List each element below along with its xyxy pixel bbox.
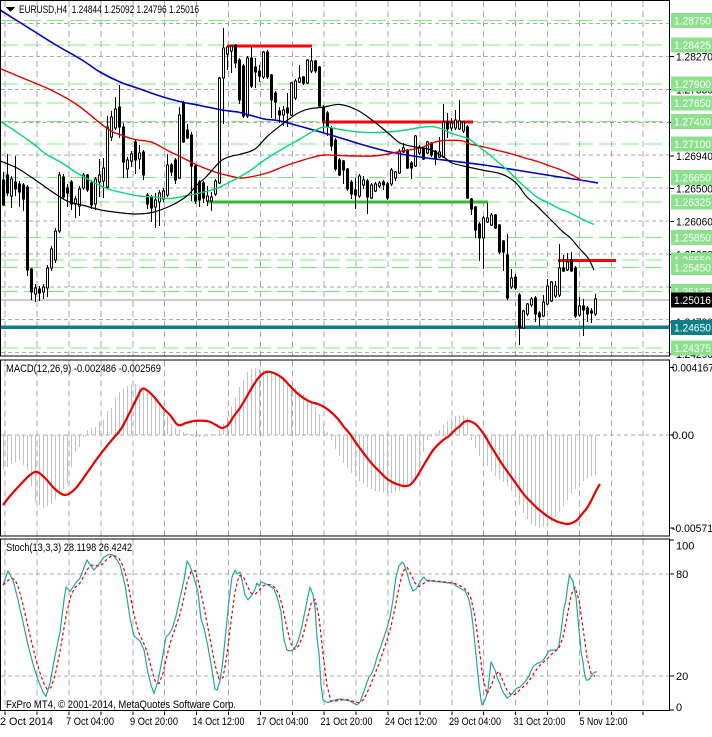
- svg-text:7 Oct 04:00: 7 Oct 04:00: [66, 716, 114, 728]
- svg-text:1.28270: 1.28270: [676, 52, 712, 64]
- svg-text:1.26325: 1.26325: [674, 197, 711, 209]
- svg-text:1.28750: 1.28750: [674, 16, 711, 28]
- svg-text:24 Oct 12:00: 24 Oct 12:00: [385, 716, 437, 728]
- svg-text:1.25850: 1.25850: [674, 233, 711, 245]
- svg-text:1.25016: 1.25016: [674, 295, 711, 307]
- svg-text:9 Oct 20:00: 9 Oct 20:00: [130, 716, 178, 728]
- svg-text:17 Oct 04:00: 17 Oct 04:00: [257, 716, 309, 728]
- svg-text:1.28425: 1.28425: [674, 40, 711, 52]
- svg-text:EURUSD,H4 1.24844 1.25092 1.2: EURUSD,H4 1.24844 1.25092 1.24796 1.2501…: [19, 4, 199, 16]
- svg-text:29 Oct 04:00: 29 Oct 04:00: [449, 716, 501, 728]
- svg-text:5 Nov 12:00: 5 Nov 12:00: [580, 716, 628, 728]
- svg-text:1.27650: 1.27650: [674, 98, 711, 110]
- svg-text:FxPro MT4, © 2001-2014, MetaQu: FxPro MT4, © 2001-2014, MetaQuotes Softw…: [6, 699, 236, 711]
- svg-text:0.004167: 0.004167: [672, 363, 712, 375]
- svg-text:1.27100: 1.27100: [674, 139, 711, 151]
- svg-text:1.26500: 1.26500: [676, 184, 712, 196]
- svg-text:1.27400: 1.27400: [674, 117, 711, 129]
- svg-text:14 Oct 12:00: 14 Oct 12:00: [193, 716, 245, 728]
- svg-text:1.26940: 1.26940: [676, 151, 712, 163]
- svg-text:0.00: 0.00: [672, 430, 694, 442]
- svg-text:0: 0: [676, 702, 682, 714]
- svg-text:21 Oct 20:00: 21 Oct 20:00: [321, 716, 373, 728]
- svg-text:1.25450: 1.25450: [674, 262, 711, 274]
- svg-text:1.26650: 1.26650: [674, 173, 711, 185]
- svg-text:MACD(12,26,9) -0.002486 -0.002: MACD(12,26,9) -0.002486 -0.002569: [6, 363, 161, 375]
- svg-text:80: 80: [676, 569, 688, 581]
- svg-text:1.26060: 1.26060: [676, 217, 712, 229]
- svg-text:Stoch(13,3,3) 28.1198 26.4242: Stoch(13,3,3) 28.1198 26.4242: [6, 542, 132, 554]
- svg-text:2 Oct 2014: 2 Oct 2014: [0, 716, 53, 728]
- svg-text:100: 100: [676, 541, 694, 553]
- svg-text:1.24375: 1.24375: [674, 343, 711, 355]
- svg-text:20: 20: [676, 671, 688, 683]
- svg-text:1.27900: 1.27900: [674, 79, 711, 91]
- svg-text:1.24650: 1.24650: [674, 322, 711, 334]
- svg-text:31 Oct 20:00: 31 Oct 20:00: [514, 716, 566, 728]
